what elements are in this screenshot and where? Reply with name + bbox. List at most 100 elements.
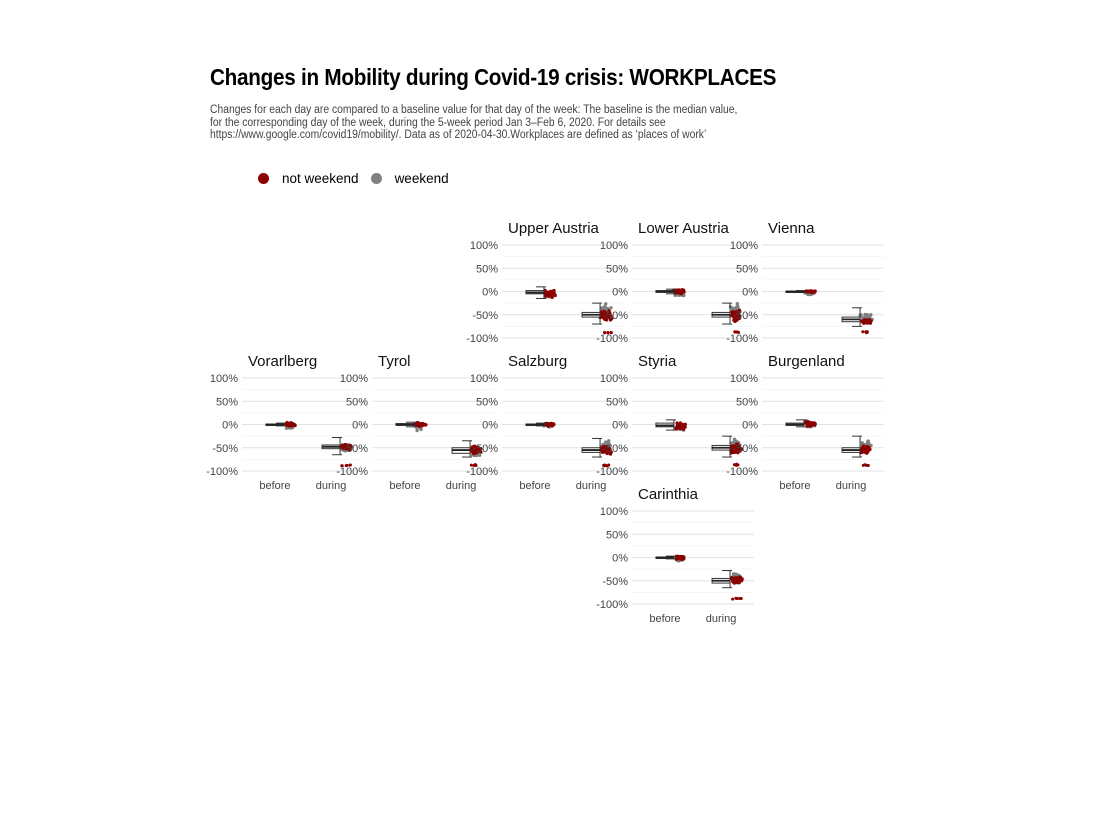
data-point-not-weekend bbox=[861, 463, 865, 467]
data-point-not-weekend bbox=[679, 424, 684, 429]
data-point-not-weekend bbox=[865, 330, 869, 334]
data-point-not-weekend bbox=[867, 446, 871, 450]
y-tick-label: 0% bbox=[742, 420, 758, 432]
y-tick-label: 50% bbox=[476, 263, 498, 275]
data-point-not-weekend bbox=[809, 421, 814, 425]
panel-title-vorarlberg: Vorarlberg bbox=[248, 353, 317, 370]
data-point-not-weekend bbox=[733, 316, 738, 321]
data-point-not-weekend bbox=[470, 448, 474, 452]
legend: not weekend weekend bbox=[258, 171, 461, 186]
data-point-not-weekend bbox=[809, 289, 813, 293]
y-tick-label: -50% bbox=[602, 576, 628, 588]
y-tick-label: 100% bbox=[730, 373, 758, 385]
legend-dot-not-weekend-icon bbox=[258, 173, 269, 184]
y-tick-label: -50% bbox=[342, 443, 368, 455]
data-point-not-weekend bbox=[736, 316, 740, 320]
data-point-not-weekend bbox=[733, 447, 737, 452]
data-point-weekend bbox=[604, 302, 608, 306]
y-tick-label: 50% bbox=[736, 263, 758, 275]
x-tick-label-before: before bbox=[779, 480, 810, 492]
data-point-not-weekend bbox=[469, 463, 473, 467]
data-point-not-weekend bbox=[546, 291, 550, 295]
data-point-not-weekend bbox=[345, 443, 350, 447]
y-tick-label: 50% bbox=[476, 396, 498, 408]
data-point-not-weekend bbox=[601, 449, 605, 454]
data-point-not-weekend bbox=[737, 331, 741, 335]
y-tick-label: 50% bbox=[736, 396, 758, 408]
panel-title-upper-austria: Upper Austria bbox=[508, 220, 600, 237]
data-point-not-weekend bbox=[863, 450, 867, 454]
data-point-not-weekend bbox=[737, 575, 741, 579]
data-point-not-weekend bbox=[608, 311, 612, 316]
data-point-not-weekend bbox=[604, 463, 608, 467]
y-tick-label: -50% bbox=[732, 310, 758, 322]
x-tick-label-during: during bbox=[576, 480, 607, 492]
data-point-not-weekend bbox=[414, 422, 419, 426]
data-point-weekend bbox=[733, 439, 737, 444]
y-tick-label: 50% bbox=[606, 263, 628, 275]
data-point-not-weekend bbox=[340, 464, 344, 468]
data-point-not-weekend bbox=[549, 289, 553, 294]
data-point-weekend bbox=[869, 443, 873, 448]
y-tick-label: 0% bbox=[612, 287, 628, 299]
data-point-not-weekend bbox=[734, 578, 738, 582]
data-point-not-weekend bbox=[683, 422, 687, 426]
data-point-not-weekend bbox=[676, 425, 681, 430]
y-tick-label: 100% bbox=[600, 373, 628, 385]
data-point-not-weekend bbox=[475, 446, 480, 450]
y-tick-label: -50% bbox=[732, 443, 758, 455]
data-point-not-weekend bbox=[603, 331, 607, 335]
data-point-weekend bbox=[864, 315, 868, 320]
y-tick-label: -100% bbox=[466, 466, 498, 478]
data-point-not-weekend bbox=[864, 320, 869, 325]
y-tick-label: -100% bbox=[596, 466, 628, 478]
data-point-not-weekend bbox=[673, 291, 678, 295]
y-tick-label: 50% bbox=[606, 529, 628, 541]
data-point-not-weekend bbox=[342, 444, 347, 449]
data-point-not-weekend bbox=[604, 312, 608, 317]
data-point-not-weekend bbox=[731, 597, 735, 601]
legend-dot-weekend-icon bbox=[370, 173, 382, 184]
data-point-not-weekend bbox=[678, 290, 683, 294]
data-point-weekend bbox=[602, 305, 606, 310]
data-point-not-weekend bbox=[424, 423, 428, 427]
panel-title-vienna: Vienna bbox=[768, 220, 815, 237]
y-tick-label: 100% bbox=[600, 240, 628, 252]
data-point-not-weekend bbox=[730, 445, 734, 450]
data-point-not-weekend bbox=[552, 288, 556, 293]
x-tick-label-before: before bbox=[389, 480, 420, 492]
data-point-not-weekend bbox=[740, 577, 744, 581]
panel-title-styria: Styria bbox=[638, 353, 677, 370]
data-point-not-weekend bbox=[732, 581, 737, 585]
y-tick-label: 50% bbox=[216, 396, 238, 408]
panel-title-burgenland: Burgenland bbox=[768, 353, 845, 370]
data-point-not-weekend bbox=[864, 463, 868, 467]
y-tick-label: 0% bbox=[352, 420, 368, 432]
panel-title-carinthia: Carinthia bbox=[638, 486, 699, 503]
data-point-not-weekend bbox=[737, 310, 741, 314]
y-tick-label: -50% bbox=[472, 310, 498, 322]
y-tick-label: 0% bbox=[222, 420, 238, 432]
data-point-not-weekend bbox=[606, 331, 610, 335]
y-tick-label: -100% bbox=[726, 333, 758, 345]
data-point-weekend bbox=[607, 443, 611, 447]
y-tick-label: -100% bbox=[336, 466, 368, 478]
y-tick-label: 0% bbox=[612, 420, 628, 432]
x-tick-label-before: before bbox=[259, 480, 290, 492]
panel-title-salzburg: Salzburg bbox=[508, 353, 567, 370]
data-point-not-weekend bbox=[553, 293, 557, 297]
y-tick-label: -100% bbox=[596, 599, 628, 611]
x-tick-label-during: during bbox=[836, 480, 867, 492]
panel-title-lower-austria: Lower Austria bbox=[638, 220, 730, 237]
data-point-not-weekend bbox=[735, 597, 739, 601]
data-point-not-weekend bbox=[736, 445, 740, 450]
data-point-weekend bbox=[860, 441, 864, 445]
x-tick-label-before: before bbox=[649, 613, 680, 625]
y-tick-label: 50% bbox=[346, 396, 368, 408]
data-point-not-weekend bbox=[471, 445, 476, 449]
y-tick-label: 0% bbox=[482, 287, 498, 299]
data-point-weekend bbox=[735, 306, 739, 310]
data-point-not-weekend bbox=[604, 315, 609, 320]
x-tick-label-during: during bbox=[706, 613, 737, 625]
panel-title-tyrol: Tyrol bbox=[378, 353, 411, 370]
